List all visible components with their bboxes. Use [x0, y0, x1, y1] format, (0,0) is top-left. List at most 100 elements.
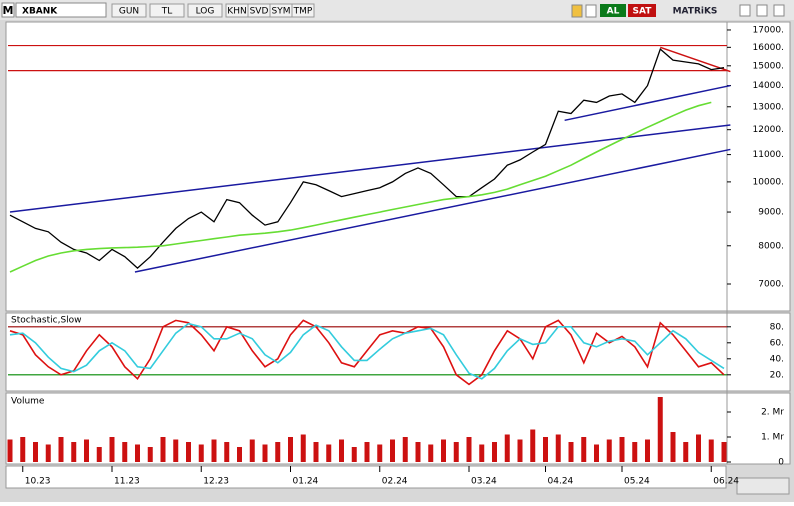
toolbar-button[interactable] — [291, 3, 315, 18]
y-tick-label: 80. — [770, 322, 784, 332]
volume-bar — [339, 439, 344, 462]
volume-bar — [249, 439, 255, 462]
x-tick-label: 02.24 — [382, 477, 408, 487]
y-tick-label: 8000. — [758, 241, 784, 251]
y-tick-label: 9000. — [758, 208, 784, 218]
volume-bar — [364, 442, 370, 462]
volume-bar — [390, 439, 395, 462]
window-button[interactable] — [739, 4, 751, 17]
volume-bar — [135, 444, 140, 462]
toolbar-button-label[interactable]: LOG — [196, 7, 215, 17]
x-tick-label: 01.24 — [293, 477, 319, 487]
y-tick-label: 12000. — [753, 125, 785, 135]
trend-line — [9, 124, 731, 213]
logo-box — [1, 2, 15, 18]
toolbar-button-label[interactable]: TMP — [293, 7, 313, 17]
sell-label[interactable]: SAT — [633, 7, 653, 17]
panel-title: Volume — [11, 397, 45, 407]
volume-bar — [530, 429, 536, 462]
toolbar-button-label[interactable]: TL — [161, 7, 173, 17]
toolbar-button[interactable] — [149, 3, 185, 18]
volume-bar — [262, 444, 268, 462]
series-line — [9, 319, 725, 386]
y-tick-label: 13000. — [753, 102, 785, 112]
scrollbar[interactable] — [736, 477, 790, 495]
volume-bar — [670, 432, 676, 462]
volume-bar — [543, 437, 548, 462]
volume-bar — [721, 442, 727, 462]
volume-bar — [96, 447, 102, 462]
y-tick-label: 10000. — [753, 177, 785, 187]
volume-bar — [71, 442, 77, 462]
trend-line — [660, 46, 731, 73]
toolbar-button-label[interactable]: SYM — [272, 7, 291, 17]
volume-bar — [645, 439, 650, 462]
volume-bar — [33, 442, 38, 462]
volume-bar — [237, 447, 242, 462]
buy-button[interactable] — [600, 4, 626, 17]
series-line — [9, 101, 712, 273]
volume-bar — [504, 434, 510, 462]
sell-button[interactable] — [628, 4, 656, 17]
volume-bar — [198, 444, 204, 462]
volume-bar — [84, 439, 89, 462]
y-tick-label: 17000. — [753, 25, 785, 35]
volume-bar — [453, 442, 459, 462]
x-tick-label: 10.23 — [25, 477, 51, 487]
toolbar-button[interactable] — [111, 3, 147, 18]
x-tick-label: 04.24 — [548, 477, 574, 487]
volume-bar — [224, 442, 230, 462]
window-button[interactable] — [773, 4, 785, 17]
symbol-box[interactable] — [15, 2, 107, 18]
volume-bar — [7, 439, 13, 462]
volume-bar — [415, 442, 421, 462]
brand: MATRiKS — [673, 7, 718, 17]
volume-bar — [606, 439, 612, 462]
volume-bar — [479, 444, 485, 462]
volume-bar — [683, 442, 689, 462]
volume-bar — [708, 439, 714, 462]
y-tick-label: 7000. — [758, 279, 784, 289]
x-tick-label: 03.24 — [471, 477, 497, 487]
volume-bar — [147, 447, 153, 462]
volume-bar — [122, 442, 128, 462]
volume-bar — [160, 437, 166, 462]
icon — [585, 4, 597, 18]
toolbar-button-label[interactable]: KHN — [227, 7, 246, 17]
volume-bar — [58, 437, 64, 462]
volume-bar — [377, 444, 383, 462]
volume-bar — [441, 439, 446, 462]
x-tick-label: 12.23 — [203, 477, 229, 487]
volume-bar — [428, 444, 434, 462]
volume-bar — [351, 447, 357, 462]
y-tick-label: 11000. — [753, 150, 785, 160]
volume-bar — [211, 439, 217, 462]
volume-bar — [109, 437, 115, 462]
y-tick-label: 16000. — [753, 43, 785, 53]
symbol[interactable]: XBANK — [22, 7, 58, 17]
y-tick-label: 40. — [770, 354, 784, 364]
y-tick-label: 0 — [778, 458, 784, 468]
volume-bar — [466, 437, 472, 462]
volume-bar — [275, 442, 281, 462]
y-tick-label: 1. Mr — [761, 433, 784, 443]
volume-bar — [186, 442, 191, 462]
logo: M — [3, 4, 14, 17]
toolbar-button-label[interactable]: SVD — [250, 7, 269, 17]
toolbar-button-label[interactable]: GUN — [119, 7, 139, 17]
volume-bar — [492, 442, 497, 462]
panel-title: Stochastic,Slow — [11, 316, 82, 326]
x-tick-label: 05.24 — [624, 477, 650, 487]
toolbar-button[interactable] — [187, 3, 223, 18]
volume-bar — [45, 444, 51, 462]
series-line — [9, 47, 725, 269]
volume-bar — [696, 434, 701, 462]
buy-label[interactable]: AL — [607, 7, 620, 17]
y-tick-label: 14000. — [753, 81, 785, 91]
icon — [571, 4, 583, 18]
volume-bar — [657, 397, 663, 462]
x-tick-label: 11.23 — [114, 477, 140, 487]
window-button[interactable] — [756, 4, 768, 17]
y-tick-label: 15000. — [753, 61, 785, 71]
